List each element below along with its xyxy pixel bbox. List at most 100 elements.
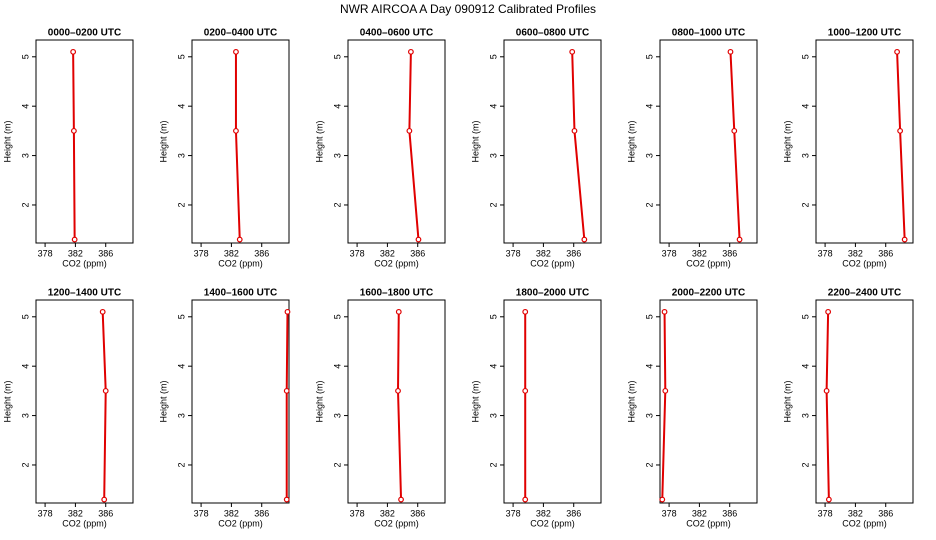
y-tick-label: 5 xyxy=(20,314,30,319)
plot-frame xyxy=(35,299,134,504)
y-tick-label: 2 xyxy=(800,462,810,467)
y-axis-label: Height (m) xyxy=(2,380,12,422)
profile-point xyxy=(825,496,832,503)
y-tick-label: 2 xyxy=(488,462,498,467)
plot-frame xyxy=(659,299,758,504)
plot-frame xyxy=(815,299,914,504)
profile-point xyxy=(395,308,402,315)
y-tick-label: 5 xyxy=(176,314,186,319)
y-tick-label: 3 xyxy=(332,413,342,418)
x-axis-label: CO2 (ppm) xyxy=(686,258,731,268)
profile-point xyxy=(659,496,666,503)
y-tick-label: 2 xyxy=(332,202,342,207)
panel-title: 1400–1600 UTC xyxy=(204,288,277,299)
panel-title: 0400–0600 UTC xyxy=(360,28,433,39)
y-tick-label: 3 xyxy=(176,413,186,418)
profile-point xyxy=(571,127,578,134)
x-tick-label: 386 xyxy=(254,248,269,258)
x-tick-label: 378 xyxy=(506,248,521,258)
profile-point xyxy=(236,236,243,243)
y-tick-label: 3 xyxy=(20,413,30,418)
panel-title: 1000–1200 UTC xyxy=(828,28,901,39)
profile-point xyxy=(825,308,832,315)
x-tick-label: 386 xyxy=(98,508,113,518)
y-tick-label: 3 xyxy=(488,153,498,158)
y-tick-label: 5 xyxy=(800,54,810,59)
y-axis-label: Height (m) xyxy=(470,120,480,162)
x-axis-label: CO2 (ppm) xyxy=(218,518,263,528)
x-tick-label: 386 xyxy=(566,508,581,518)
profile-point xyxy=(727,48,734,55)
plot-frame xyxy=(659,39,758,244)
x-axis-label: CO2 (ppm) xyxy=(62,518,107,528)
x-tick-label: 386 xyxy=(254,508,269,518)
y-tick-label: 4 xyxy=(20,364,30,369)
profile-line xyxy=(397,311,403,500)
x-tick-label: 382 xyxy=(68,248,83,258)
profile-point xyxy=(70,48,77,55)
x-tick-label: 386 xyxy=(878,248,893,258)
x-tick-label: 382 xyxy=(224,508,239,518)
y-axis-label: Height (m) xyxy=(626,120,636,162)
y-tick-label: 4 xyxy=(644,364,654,369)
profile-point xyxy=(101,496,108,503)
profile-point xyxy=(901,236,908,243)
y-tick-label: 3 xyxy=(644,413,654,418)
y-tick-label: 4 xyxy=(20,104,30,109)
plot-frame xyxy=(35,39,134,244)
x-axis-label: CO2 (ppm) xyxy=(62,258,107,268)
profile-line xyxy=(729,51,741,240)
y-tick-label: 4 xyxy=(488,104,498,109)
profile-point xyxy=(406,127,413,134)
x-tick-label: 382 xyxy=(536,508,551,518)
x-tick-label: 382 xyxy=(68,508,83,518)
panel-title: 2000–2200 UTC xyxy=(672,288,745,299)
profile-point xyxy=(522,308,529,315)
panel-title: 1200–1400 UTC xyxy=(48,288,121,299)
x-axis-label: CO2 (ppm) xyxy=(218,258,263,268)
x-tick-label: 378 xyxy=(38,508,53,518)
profile-line xyxy=(896,51,906,240)
profile-line xyxy=(825,311,830,500)
profile-point xyxy=(415,236,422,243)
y-axis-label: Height (m) xyxy=(2,120,12,162)
x-tick-label: 378 xyxy=(662,248,677,258)
y-tick-label: 2 xyxy=(176,462,186,467)
y-tick-label: 5 xyxy=(488,314,498,319)
profile-line xyxy=(661,311,667,500)
profile-point xyxy=(71,236,78,243)
x-tick-label: 378 xyxy=(194,248,209,258)
x-tick-label: 378 xyxy=(350,248,365,258)
x-axis-label: CO2 (ppm) xyxy=(842,518,887,528)
x-axis-label: CO2 (ppm) xyxy=(374,258,419,268)
x-axis-label: CO2 (ppm) xyxy=(530,258,575,268)
y-tick-label: 5 xyxy=(176,54,186,59)
y-tick-label: 4 xyxy=(176,364,186,369)
profile-line xyxy=(408,51,420,240)
y-tick-label: 4 xyxy=(644,104,654,109)
x-tick-label: 378 xyxy=(818,508,833,518)
profile-point xyxy=(731,127,738,134)
y-tick-label: 4 xyxy=(176,104,186,109)
x-tick-label: 378 xyxy=(194,508,209,518)
profile-point xyxy=(398,496,404,503)
x-tick-label: 378 xyxy=(818,248,833,258)
plot-frame xyxy=(503,299,602,504)
y-tick-label: 4 xyxy=(332,364,342,369)
x-tick-label: 382 xyxy=(224,248,239,258)
profile-line xyxy=(72,51,76,240)
panel-title: 1800–2000 UTC xyxy=(516,288,589,299)
x-tick-label: 382 xyxy=(536,248,551,258)
x-tick-label: 378 xyxy=(350,508,365,518)
x-tick-label: 382 xyxy=(848,508,863,518)
x-tick-label: 386 xyxy=(722,508,737,518)
profile-line xyxy=(234,51,241,240)
y-tick-label: 3 xyxy=(332,153,342,158)
y-tick-label: 5 xyxy=(644,54,654,59)
y-tick-label: 5 xyxy=(332,314,342,319)
y-tick-label: 3 xyxy=(20,153,30,158)
profile-point xyxy=(736,236,743,243)
profile-point xyxy=(661,308,668,315)
x-tick-label: 382 xyxy=(848,248,863,258)
y-tick-label: 3 xyxy=(176,153,186,158)
